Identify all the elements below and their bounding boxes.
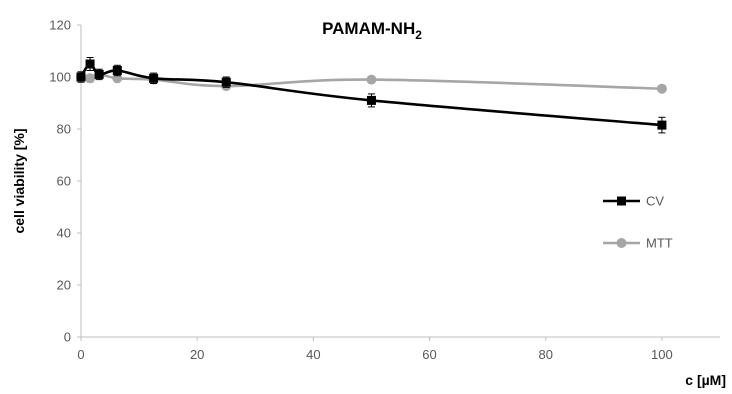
legend-marker-cv	[617, 196, 626, 206]
legend-label-mtt: MTT	[646, 236, 673, 251]
data-point-cv	[366, 95, 376, 105]
data-point-cv	[149, 73, 159, 83]
data-point-cv	[94, 69, 104, 79]
x-tick-label: 60	[422, 347, 436, 362]
data-point-cv	[221, 77, 231, 87]
x-tick-label: 100	[651, 347, 673, 362]
y-tick-label: 120	[49, 18, 71, 33]
data-point-mtt	[656, 83, 667, 94]
data-point-mtt	[85, 73, 96, 84]
tick-labels: 0 20 40 60 80 100 120 0 20 40 60 80 100	[49, 18, 672, 363]
y-tick-label: 20	[57, 278, 71, 293]
y-tick-label: 80	[57, 122, 71, 137]
axes	[77, 24, 720, 341]
x-tick-label: 80	[538, 347, 552, 362]
data-point-cv	[85, 59, 95, 69]
data-point-cv	[112, 66, 122, 75]
chart-title: PAMAM-NH2	[322, 19, 422, 42]
series-mtt	[76, 69, 667, 94]
x-tick-label: 20	[190, 347, 204, 362]
legend-item-mtt: MTT	[603, 236, 673, 251]
x-tick-label: 0	[77, 347, 84, 362]
y-tick-label: 40	[57, 226, 71, 241]
data-point-cv	[76, 72, 86, 82]
y-tick-label: 100	[49, 70, 71, 85]
y-axis-label: cell viability [%]	[11, 128, 27, 233]
data-point-mtt	[366, 74, 377, 85]
data-point-cv	[657, 120, 667, 130]
x-tick-label: 40	[306, 347, 320, 362]
y-axis-label-group: cell viability [%]	[11, 128, 27, 233]
series-cv	[76, 57, 667, 134]
legend: CV MTT	[603, 194, 673, 251]
y-tick-label: 60	[57, 174, 71, 189]
legend-item-cv: CV	[603, 194, 664, 209]
x-axis-label: c [µM]	[685, 372, 726, 388]
legend-marker-mtt	[616, 238, 627, 248]
legend-label-cv: CV	[646, 194, 664, 209]
y-tick-label: 0	[64, 330, 71, 345]
series-layer	[76, 57, 667, 134]
